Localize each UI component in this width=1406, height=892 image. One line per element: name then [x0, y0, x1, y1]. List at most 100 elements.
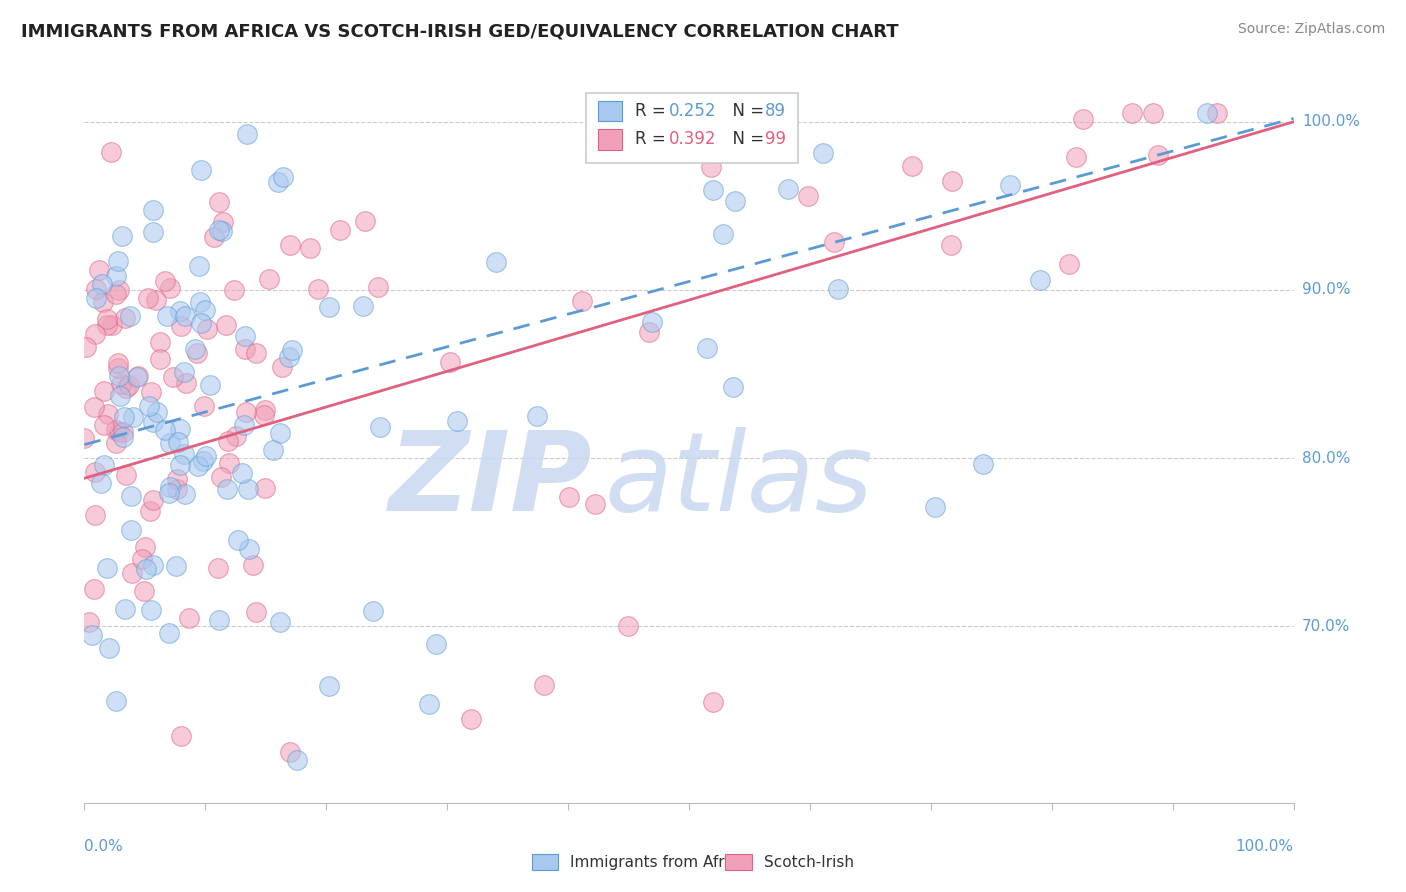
Point [418, 697, 440, 711]
Point [118, 377, 141, 392]
Point [190, 163, 212, 178]
Text: 70.0%: 70.0% [1302, 619, 1350, 633]
Point [173, 447, 195, 461]
Point [194, 302, 217, 317]
Point [299, 241, 322, 255]
Point [83, 400, 105, 414]
Point [122, 409, 145, 424]
Point [354, 214, 377, 228]
Point [145, 405, 167, 419]
Point [96, 560, 118, 574]
Point [226, 533, 249, 547]
Text: 99: 99 [765, 130, 786, 148]
Point [262, 442, 284, 457]
Point [253, 403, 276, 417]
Point [571, 294, 593, 309]
Point [208, 223, 231, 237]
Point [425, 637, 447, 651]
Bar [599, 101, 623, 121]
Text: 90.0%: 90.0% [1302, 283, 1350, 297]
Point [107, 369, 129, 384]
Point [149, 334, 172, 349]
Point [998, 178, 1021, 192]
Point [1147, 147, 1170, 161]
Point [114, 601, 136, 615]
Point [209, 469, 232, 483]
Point [797, 189, 820, 203]
Point [162, 369, 184, 384]
Point [114, 311, 136, 326]
Point [558, 491, 581, 505]
Point [924, 500, 946, 514]
Point [271, 169, 294, 184]
Point [232, 418, 254, 433]
Point [198, 378, 221, 392]
Bar [531, 854, 558, 870]
Point [115, 467, 138, 482]
Point [75, 339, 97, 353]
Point [1142, 106, 1164, 120]
Point [269, 426, 291, 441]
Point [131, 552, 153, 566]
Point [696, 341, 718, 355]
Point [700, 160, 723, 174]
Point [811, 146, 834, 161]
Point [149, 351, 172, 366]
Point [107, 356, 129, 370]
Point [84, 291, 107, 305]
Text: Immigrants from Africa: Immigrants from Africa [571, 855, 747, 870]
Text: 0.0%: 0.0% [84, 839, 124, 855]
Point [93, 417, 115, 432]
Point [245, 346, 267, 360]
Point [367, 280, 389, 294]
Point [236, 127, 259, 141]
Point [174, 376, 197, 391]
Point [242, 558, 264, 572]
Point [166, 472, 188, 486]
Text: IMMIGRANTS FROM AFRICA VS SCOTCH-IRISH GED/EQUIVALENCY CORRELATION CHART: IMMIGRANTS FROM AFRICA VS SCOTCH-IRISH G… [21, 22, 898, 40]
Point [827, 281, 849, 295]
Point [167, 435, 190, 450]
Text: 100.0%: 100.0% [1302, 114, 1360, 129]
Point [278, 745, 301, 759]
Point [170, 319, 193, 334]
Point [1057, 257, 1080, 271]
Point [231, 467, 253, 481]
Point [640, 315, 662, 329]
Point [169, 422, 191, 436]
Point [187, 459, 209, 474]
Text: 80.0%: 80.0% [1302, 450, 1350, 466]
Point [285, 753, 308, 767]
Point [318, 679, 340, 693]
Point [215, 318, 238, 332]
Point [96, 318, 118, 333]
Point [195, 449, 218, 463]
Point [169, 303, 191, 318]
Point [238, 541, 260, 556]
Point [107, 425, 129, 439]
Point [90, 475, 112, 490]
Point [368, 420, 391, 434]
Point [218, 456, 240, 470]
Point [235, 405, 257, 419]
Point [73, 431, 96, 445]
Point [120, 523, 142, 537]
Point [195, 322, 218, 336]
Point [111, 430, 134, 444]
Point [1029, 272, 1052, 286]
Point [84, 282, 107, 296]
Text: 0.252: 0.252 [668, 102, 716, 120]
Point [121, 566, 143, 581]
Point [127, 368, 149, 383]
Point [97, 407, 120, 421]
Point [142, 225, 165, 239]
Point [104, 286, 127, 301]
Point [142, 202, 165, 217]
Point [211, 224, 233, 238]
Text: Source: ZipAtlas.com: Source: ZipAtlas.com [1237, 22, 1385, 37]
Point [77, 615, 100, 629]
Point [142, 415, 165, 429]
Point [127, 369, 149, 384]
Point [329, 223, 352, 237]
Point [583, 497, 606, 511]
